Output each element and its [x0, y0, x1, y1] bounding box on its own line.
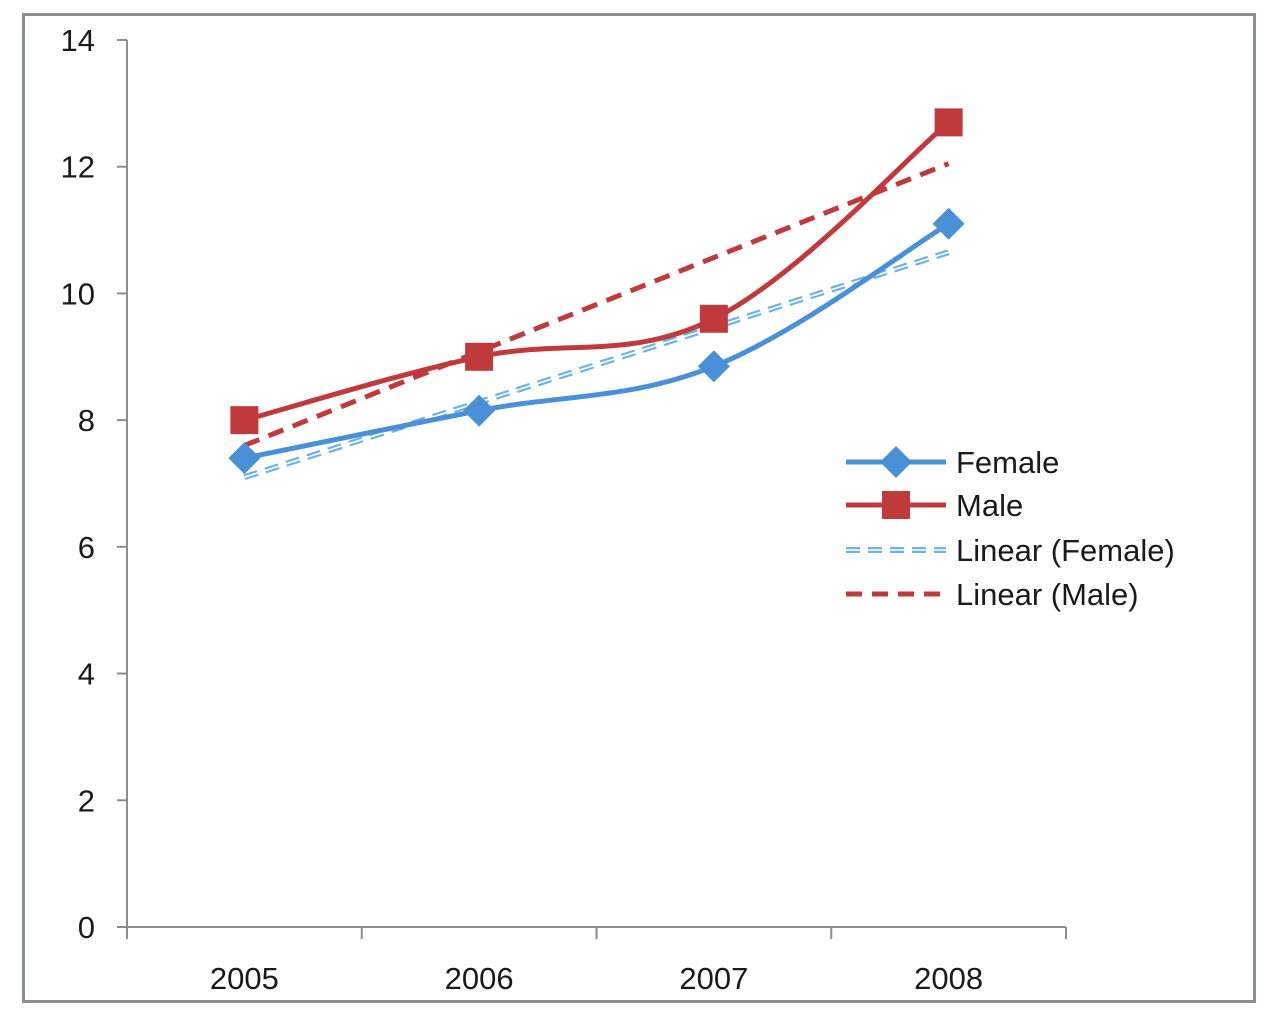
- series-linear-female: [243, 249, 950, 481]
- legend: Female Male Linear (Female) Linear (Male): [846, 445, 1175, 612]
- diamond-marker: [932, 207, 965, 240]
- x-tick-label: 2006: [445, 961, 514, 996]
- legend-diamond-marker: [880, 446, 912, 478]
- x-tick-label: 2007: [679, 961, 748, 996]
- x-tick-label: 2008: [914, 961, 983, 996]
- chart-frame: [22, 13, 1256, 1003]
- square-marker: [465, 342, 494, 371]
- series-line: [243, 120, 951, 423]
- diamond-marker: [228, 442, 261, 475]
- legend-label: Linear (Male): [956, 577, 1139, 612]
- y-tick-label: 12: [61, 150, 95, 185]
- x-tick-label: 2005: [210, 961, 279, 996]
- legend-item: Male: [846, 488, 1023, 523]
- y-tick-label: 8: [78, 403, 95, 438]
- series-linear-male: [243, 161, 950, 448]
- y-tick-label: 4: [78, 657, 95, 692]
- series-line: [243, 221, 950, 461]
- axes: 0 2 4 6 8 10 12 14 2005 2006 2007 2008: [61, 23, 1067, 996]
- series-female: [228, 207, 965, 475]
- y-tick-label: 0: [78, 910, 95, 945]
- series-male: [230, 108, 963, 435]
- legend-label: Male: [956, 488, 1023, 523]
- square-marker: [934, 108, 963, 137]
- legend-item: Linear (Female): [846, 533, 1175, 568]
- trend-line-inner: [244, 251, 949, 478]
- legend-label: Linear (Female): [956, 533, 1175, 568]
- diamond-marker: [463, 394, 496, 427]
- series-layer: [228, 108, 965, 481]
- legend-square-marker: [882, 491, 910, 519]
- trend-line: [243, 161, 950, 448]
- y-tick-label: 14: [61, 23, 95, 58]
- y-tick-label: 2: [78, 783, 95, 818]
- legend-item: Linear (Male): [846, 577, 1139, 612]
- legend-item: Female: [846, 445, 1059, 480]
- square-marker: [699, 304, 728, 333]
- y-tick-label: 6: [78, 530, 95, 565]
- legend-label: Female: [956, 445, 1059, 480]
- diamond-marker: [697, 350, 730, 383]
- square-marker: [230, 406, 259, 435]
- y-tick-label: 10: [61, 276, 95, 311]
